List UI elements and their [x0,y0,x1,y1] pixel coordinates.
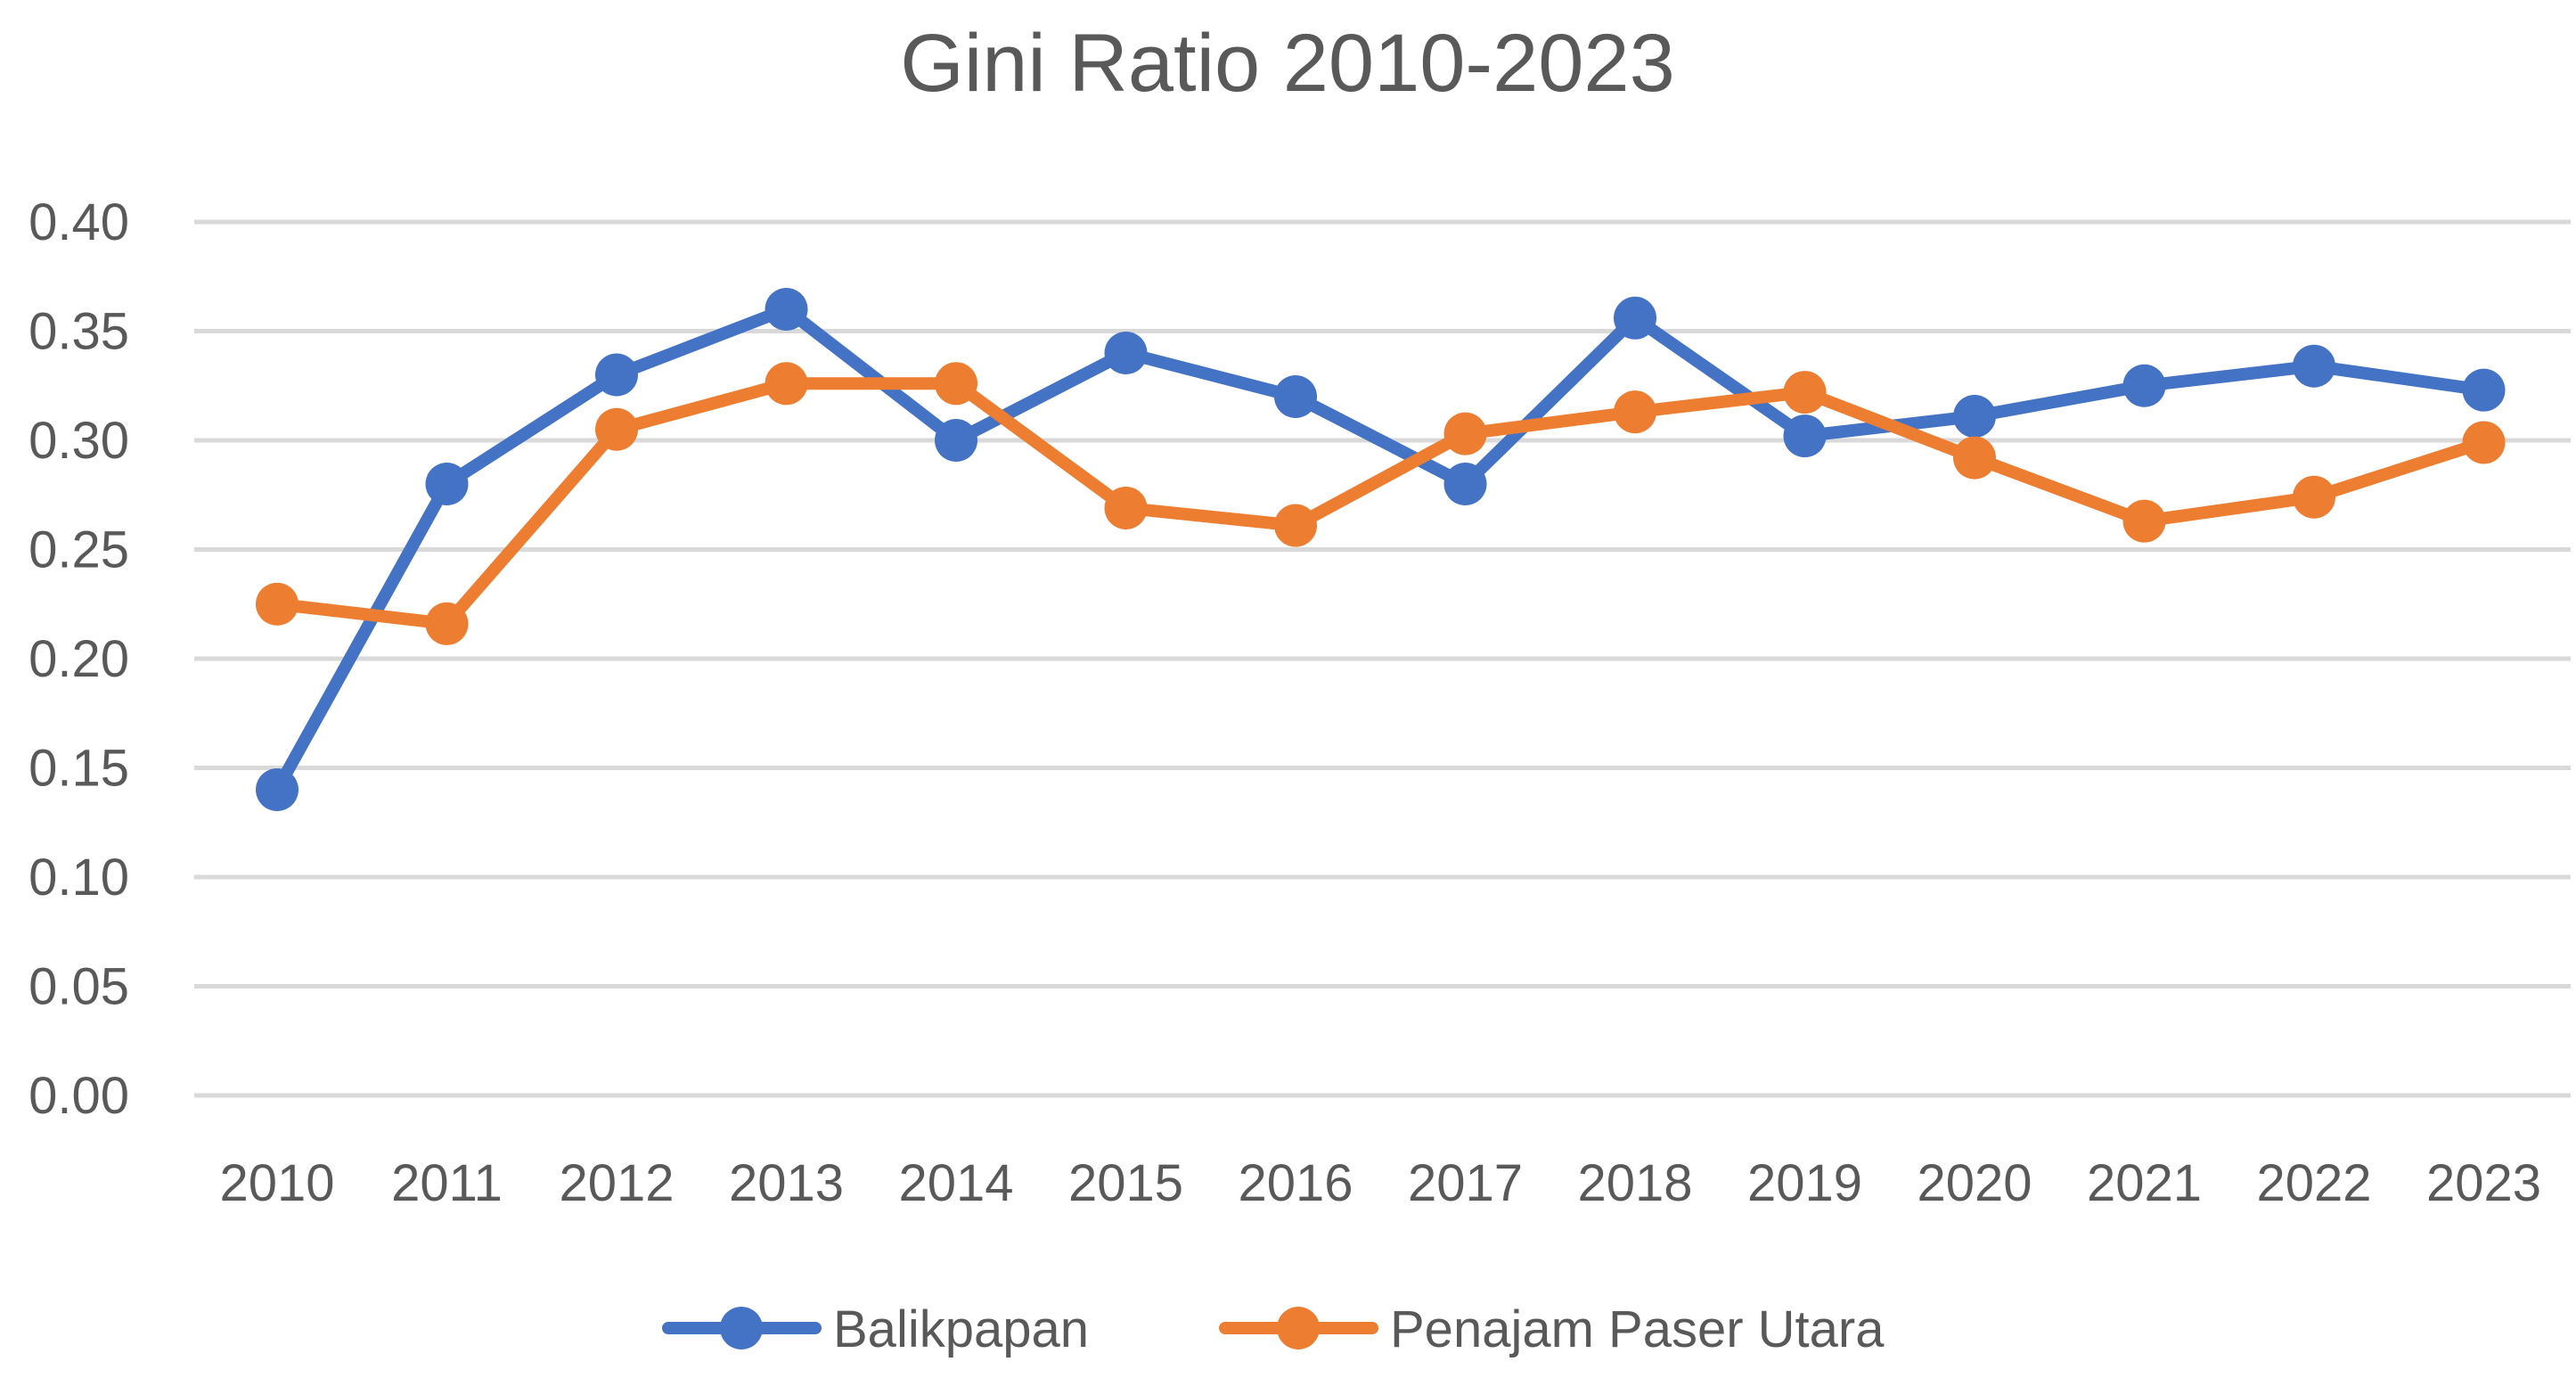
data-point [2293,344,2335,388]
data-point [2122,364,2166,407]
y-tick-label: 0.40 [29,193,129,251]
legend-item: Penajam Paser Utara [1219,1300,1885,1358]
data-point [1783,414,1827,458]
data-point [256,582,298,626]
legend-swatch-marker [720,1307,763,1349]
data-point [1953,436,1996,480]
data-point [1104,332,1148,374]
x-tick-label: 2017 [1408,1154,1523,1212]
y-tick-label: 0.15 [29,740,129,798]
x-tick-label: 2023 [2426,1154,2541,1212]
series-lines [256,288,2506,811]
series-line [271,377,2490,630]
data-point [1614,296,1656,340]
data-point [2462,368,2506,412]
data-point [1274,375,1317,418]
x-tick-label: 2015 [1068,1154,1183,1212]
series-line [271,303,2490,796]
gridlines [194,219,2571,1098]
data-point [765,288,808,331]
y-tick-label: 0.05 [29,958,129,1016]
x-tick-label: 2010 [219,1154,334,1212]
x-axis-ticks: 2010 2011 2012 2013 2014 2015 2016 2017 2018 2019… [219,1154,2541,1212]
y-tick-label: 0.20 [29,630,129,688]
x-tick-label: 2012 [559,1154,674,1212]
data-point [1443,463,1487,505]
data-point [1274,504,1317,547]
x-tick-label: 2011 [391,1154,503,1212]
data-point [1614,390,1656,434]
chart-title: Gini Ratio 2010-2023 [900,18,1674,109]
legend: Balikpapan Penajam Paser Utara [662,1300,1885,1358]
data-point [256,768,298,811]
data-point [765,362,808,406]
x-tick-label: 2016 [1238,1154,1353,1212]
y-tick-label: 0.30 [29,412,129,470]
x-tick-label: 2021 [2087,1154,2202,1212]
legend-swatch-marker [1277,1307,1320,1349]
legend-label: Penajam Paser Utara [1390,1300,1885,1358]
series-penajam-paser-utara [256,362,2506,645]
data-point [935,362,977,406]
data-point [1953,395,1996,439]
data-point [425,463,469,505]
data-point [2122,499,2166,543]
legend-item: Balikpapan [662,1300,1089,1358]
y-tick-label: 0.00 [29,1067,129,1125]
data-point [1104,486,1148,529]
legend-label: Balikpapan [833,1300,1089,1358]
data-point [935,419,977,462]
y-tick-label: 0.10 [29,849,129,906]
data-point [595,407,638,451]
x-tick-label: 2018 [1577,1154,1692,1212]
data-point [425,602,469,645]
x-tick-label: 2014 [898,1154,1013,1212]
data-point [595,353,638,397]
y-axis-ticks: 0.00 0.05 0.10 0.15 0.20 0.25 0.30 0.35 0.40 [29,193,129,1125]
x-tick-label: 2019 [1747,1154,1862,1212]
x-tick-label: 2013 [729,1154,844,1212]
x-tick-label: 2022 [2256,1154,2371,1212]
series-balikpapan [256,288,2506,811]
data-point [1783,371,1827,414]
x-tick-label: 2020 [1917,1154,2032,1212]
data-point [1443,412,1487,455]
y-tick-label: 0.35 [29,303,129,361]
data-point [2462,421,2506,464]
data-point [2293,475,2335,519]
y-tick-label: 0.25 [29,521,129,579]
